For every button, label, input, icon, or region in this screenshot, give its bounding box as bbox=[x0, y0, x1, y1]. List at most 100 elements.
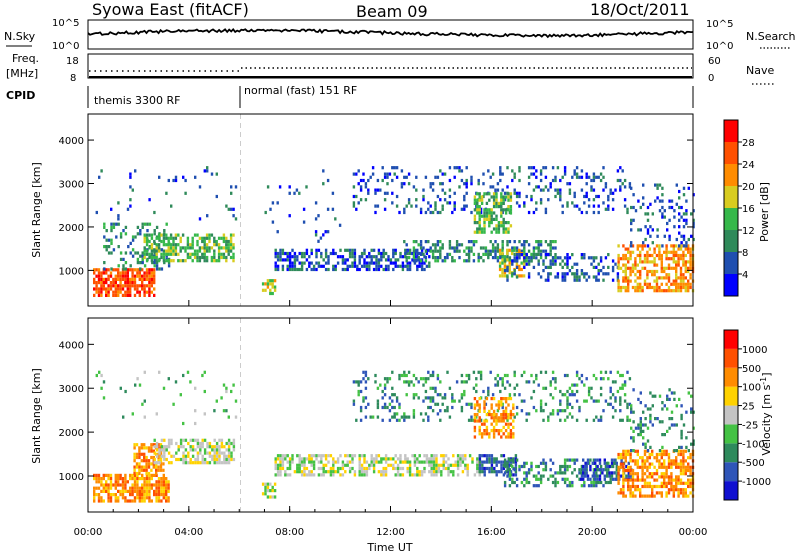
heatmap-cell bbox=[187, 441, 190, 446]
heatmap-cell bbox=[682, 237, 686, 242]
heatmap-cell bbox=[580, 272, 584, 276]
y-tick-label: 2000 bbox=[59, 428, 84, 439]
heatmap-cell bbox=[274, 251, 277, 256]
heatmap-cell bbox=[434, 386, 437, 390]
heatmap-cell bbox=[432, 454, 436, 458]
heatmap-cell bbox=[415, 198, 418, 202]
heatmap-cell bbox=[136, 290, 139, 294]
heatmap-cell bbox=[424, 377, 428, 381]
heatmap-cell bbox=[502, 397, 505, 401]
heatmap-cell bbox=[162, 259, 166, 263]
heatmap-cell bbox=[227, 252, 230, 256]
heatmap-cell bbox=[636, 289, 639, 293]
heatmap-cell bbox=[271, 485, 274, 489]
heatmap-cell bbox=[310, 463, 313, 467]
heatmap-cell bbox=[121, 477, 125, 481]
heatmap-cell bbox=[573, 169, 576, 173]
heatmap-cell bbox=[363, 261, 366, 265]
heatmap-cell bbox=[501, 267, 504, 272]
heatmap-cell bbox=[651, 394, 654, 398]
heatmap-cell bbox=[153, 277, 156, 281]
heatmap-cell bbox=[439, 249, 442, 253]
heatmap-cell bbox=[410, 204, 413, 208]
heatmap-cell bbox=[288, 251, 292, 256]
heatmap-cell bbox=[191, 236, 194, 240]
heatmap-cell bbox=[515, 261, 519, 265]
heatmap-cell bbox=[532, 256, 536, 260]
heatmap-cell bbox=[281, 267, 285, 272]
heatmap-cell bbox=[563, 477, 567, 481]
heatmap-cell bbox=[353, 248, 357, 252]
heatmap-cell bbox=[441, 172, 444, 176]
heatmap-cell bbox=[126, 480, 129, 484]
heatmap-cell bbox=[563, 461, 567, 465]
heatmap-cell bbox=[465, 166, 468, 170]
heatmap-cell bbox=[279, 470, 282, 474]
heatmap-cell bbox=[150, 249, 154, 253]
heatmap-cell bbox=[626, 207, 629, 211]
heatmap-cell bbox=[271, 282, 274, 286]
heatmap-cell bbox=[150, 233, 154, 237]
heatmap-cell bbox=[627, 285, 630, 290]
heatmap-cell bbox=[518, 253, 521, 257]
heatmap-cell bbox=[490, 208, 493, 212]
heatmap-cell bbox=[143, 399, 146, 403]
heatmap-cell bbox=[466, 470, 469, 474]
heatmap-cell bbox=[513, 468, 516, 472]
heatmap-cell bbox=[360, 255, 364, 259]
heatmap-cell bbox=[535, 373, 538, 378]
heatmap-cell bbox=[689, 260, 692, 264]
heatmap-cell bbox=[279, 460, 282, 464]
heatmap-cell bbox=[500, 198, 503, 202]
heatmap-cell bbox=[506, 185, 509, 189]
heatmap-cell bbox=[177, 252, 180, 256]
heatmap-cell bbox=[351, 255, 354, 259]
heatmap-cell bbox=[639, 488, 642, 492]
heatmap-cell bbox=[485, 217, 489, 221]
heatmap-cell bbox=[608, 474, 611, 478]
heatmap-cell bbox=[220, 396, 223, 400]
heatmap-cell bbox=[121, 287, 125, 291]
heatmap-cell bbox=[399, 457, 402, 461]
heatmap-cell bbox=[479, 246, 483, 250]
heatmap-cell bbox=[97, 290, 101, 294]
heatmap-cell bbox=[181, 233, 185, 237]
heatmap-cell bbox=[269, 207, 272, 211]
heatmap-cell bbox=[561, 477, 564, 481]
heatmap-cell bbox=[503, 458, 507, 462]
heatmap-cell bbox=[544, 253, 548, 257]
heatmap-cell bbox=[644, 423, 647, 427]
heatmap-cell bbox=[179, 249, 182, 253]
heatmap-cell bbox=[624, 257, 627, 261]
heatmap-cell bbox=[443, 172, 447, 176]
heatmap-cell bbox=[288, 214, 291, 218]
heatmap-cell bbox=[573, 172, 576, 176]
heatmap-cell bbox=[586, 461, 590, 465]
heatmap-cell bbox=[624, 478, 627, 482]
heatmap-cell bbox=[160, 438, 164, 442]
heatmap-cell bbox=[403, 210, 406, 215]
heatmap-cell bbox=[391, 399, 394, 403]
heatmap-cell bbox=[172, 246, 175, 250]
heatmap-cell bbox=[382, 251, 385, 256]
heatmap-cell bbox=[376, 386, 380, 390]
heatmap-cell bbox=[126, 293, 129, 297]
heatmap-cell bbox=[395, 175, 399, 179]
heatmap-cell bbox=[439, 252, 442, 256]
heatmap-cell bbox=[389, 457, 393, 461]
heatmap-cell bbox=[580, 474, 584, 478]
heatmap-cell bbox=[573, 461, 576, 465]
heatmap-cell bbox=[490, 422, 493, 426]
heatmap-cell bbox=[211, 448, 214, 452]
heatmap-cell bbox=[539, 169, 543, 173]
heatmap-cell bbox=[491, 249, 495, 253]
heatmap-cell bbox=[651, 423, 654, 427]
heatmap-cell bbox=[384, 473, 388, 477]
heatmap-cell bbox=[286, 473, 289, 477]
heatmap-cell bbox=[467, 246, 471, 250]
heatmap-cell bbox=[387, 258, 390, 262]
heatmap-cell bbox=[215, 194, 218, 199]
heatmap-cell bbox=[356, 264, 359, 268]
heatmap-cell bbox=[136, 251, 140, 255]
heatmap-cell bbox=[393, 172, 396, 176]
